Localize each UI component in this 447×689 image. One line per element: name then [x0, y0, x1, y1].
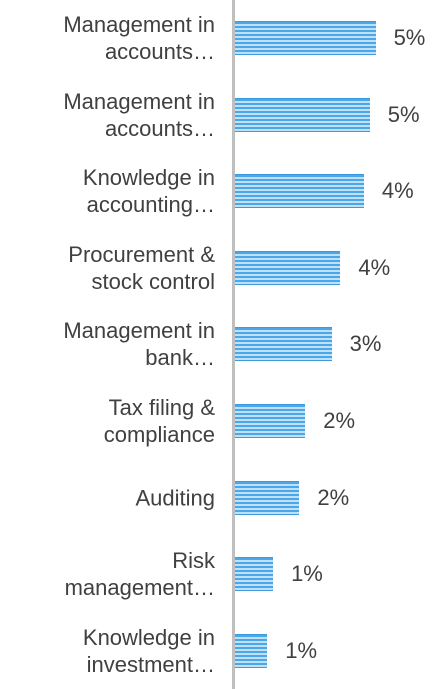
- bar: [235, 97, 370, 132]
- category-label: Management in accounts…: [63, 12, 215, 65]
- data-label: 4%: [381, 178, 414, 204]
- bar: [235, 174, 364, 209]
- category-label: Knowledge in investment…: [82, 624, 215, 677]
- data-label: 2%: [317, 484, 350, 510]
- data-label: 1%: [285, 637, 317, 663]
- bar-row: Management in accounts… 5%: [0, 77, 447, 154]
- bar: [235, 557, 274, 592]
- bar: [235, 327, 332, 362]
- data-label: 5%: [387, 101, 420, 127]
- category-label: Management in accounts…: [63, 88, 215, 141]
- bar: [235, 480, 300, 515]
- category-label: Auditing: [135, 485, 215, 511]
- category-label: Tax filing & compliance: [103, 395, 215, 448]
- category-label: Procurement & stock control: [68, 241, 215, 294]
- data-label: 3%: [349, 331, 382, 357]
- category-label: Knowledge in accounting…: [82, 165, 215, 218]
- bar-row: Knowledge in accounting… 4%: [0, 153, 447, 230]
- bar-row: Management in accounts… 5%: [0, 0, 447, 77]
- data-label: 5%: [393, 25, 426, 51]
- bar-row: Tax filing & compliance 2%: [0, 383, 447, 460]
- bar-row: Knowledge in investment… 1%: [0, 612, 447, 689]
- category-axis: [232, 0, 235, 689]
- data-label: 1%: [291, 561, 323, 587]
- bar: [235, 404, 306, 439]
- bar-row: Auditing 2%: [0, 459, 447, 536]
- bar: [235, 633, 268, 668]
- bar: [235, 21, 376, 56]
- data-label: 4%: [358, 254, 391, 280]
- bar-row: Management in bank… 3%: [0, 306, 447, 383]
- category-label: Management in bank…: [63, 318, 215, 371]
- bar: [235, 250, 341, 285]
- bar-row: Risk management… 1%: [0, 536, 447, 613]
- category-label: Risk management…: [64, 548, 215, 601]
- bar-row: Procurement & stock control 4%: [0, 230, 447, 307]
- data-label: 2%: [323, 408, 356, 434]
